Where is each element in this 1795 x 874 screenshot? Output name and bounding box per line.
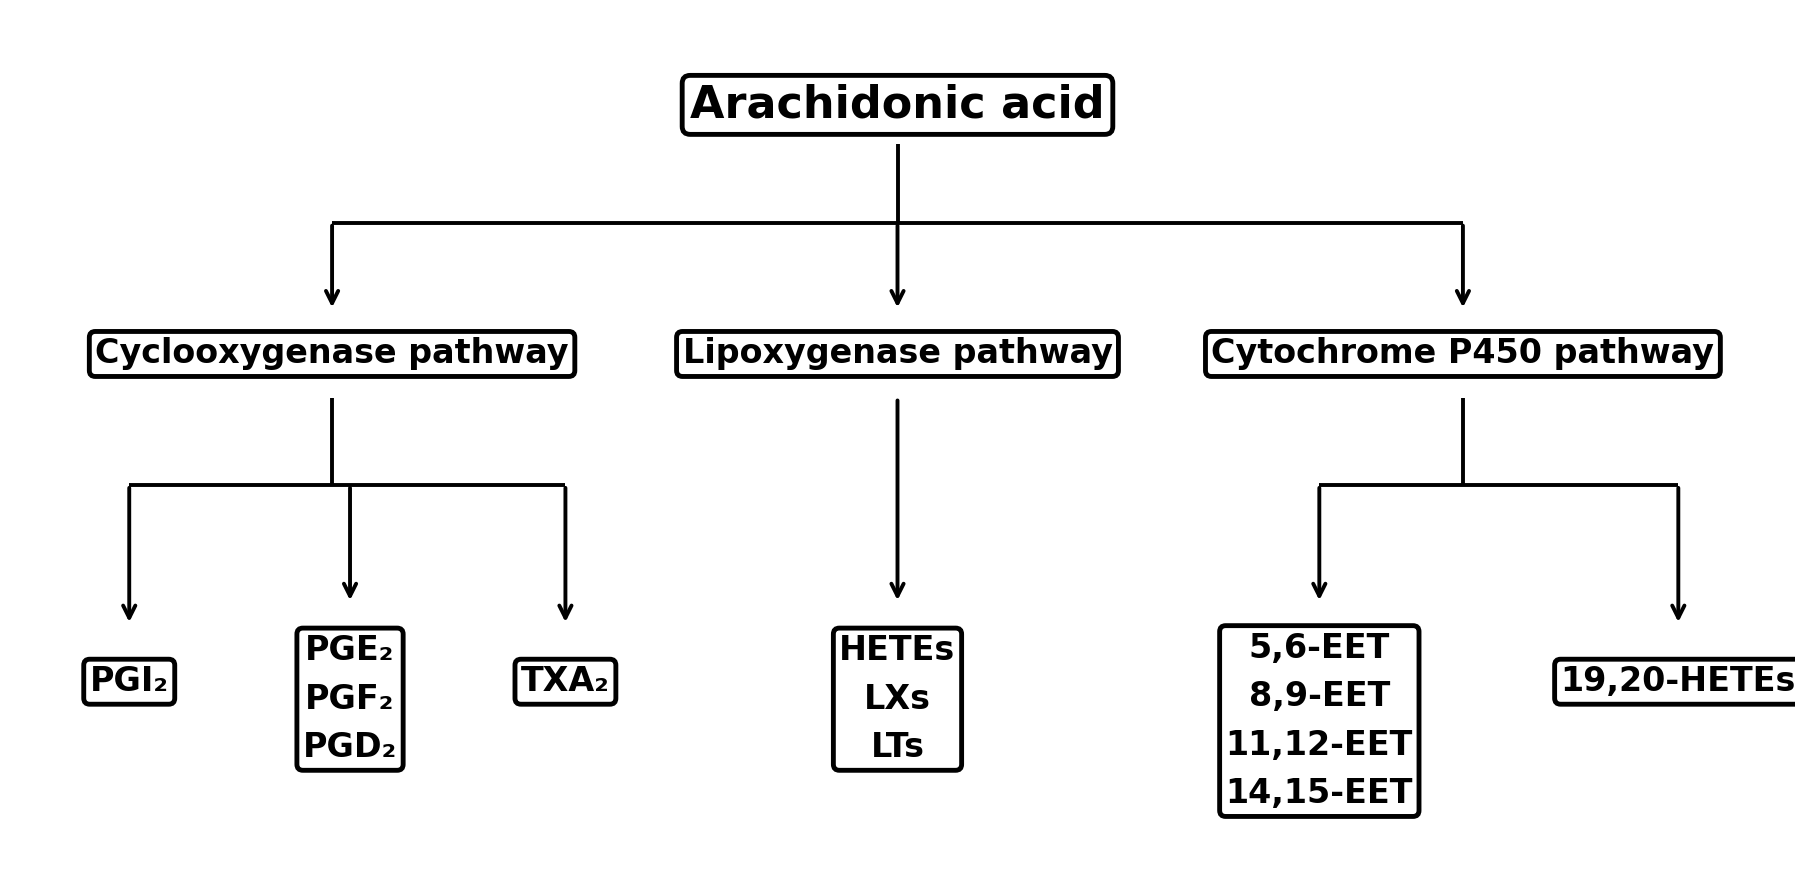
Text: HETEs
LXs
LTs: HETEs LXs LTs: [840, 635, 955, 764]
Text: 5,6-EET
8,9-EET
11,12-EET
14,15-EET: 5,6-EET 8,9-EET 11,12-EET 14,15-EET: [1226, 632, 1413, 810]
Text: PGE₂
PGF₂
PGD₂: PGE₂ PGF₂ PGD₂: [303, 635, 397, 764]
Text: 19,20-HETEs: 19,20-HETEs: [1560, 665, 1795, 698]
Text: TXA₂: TXA₂: [521, 665, 610, 698]
Text: PGI₂: PGI₂: [90, 665, 169, 698]
Text: Arachidonic acid: Arachidonic acid: [691, 83, 1104, 127]
Text: Cytochrome P450 pathway: Cytochrome P450 pathway: [1212, 337, 1714, 371]
Text: Cyclooxygenase pathway: Cyclooxygenase pathway: [95, 337, 569, 371]
Text: Lipoxygenase pathway: Lipoxygenase pathway: [682, 337, 1113, 371]
